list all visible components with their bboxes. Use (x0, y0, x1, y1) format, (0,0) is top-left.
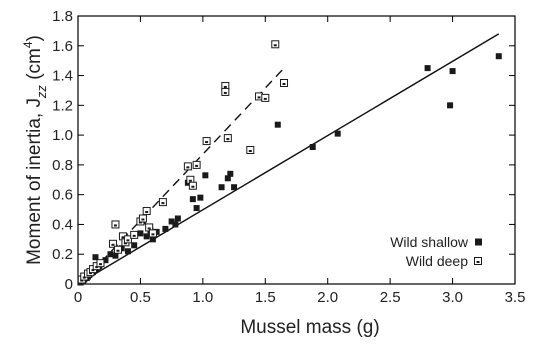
wild-shallow-point (495, 53, 502, 60)
wild-shallow-point (149, 236, 156, 243)
x-tick-label: 1.5 (255, 289, 276, 306)
y-tick-label: 1.2 (52, 97, 73, 114)
wild-deep-point (271, 40, 280, 49)
legend: Wild shallow Wild deep (390, 234, 482, 269)
x-tick-label: 0.5 (130, 289, 151, 306)
x-tick-label: 2.0 (317, 289, 338, 306)
wild-shallow-point (424, 65, 431, 72)
y-axis-label: Moment of inertia, Jzz (cm4) (21, 35, 49, 265)
wild-shallow-point (334, 130, 341, 137)
wild-shallow-point (107, 251, 114, 258)
wild-shallow-point (137, 230, 144, 237)
x-tick-label: 2.5 (380, 289, 401, 306)
y-tick-label: 0.4 (52, 216, 73, 233)
wild-deep-point (148, 229, 157, 238)
wild-shallow-point (231, 184, 238, 191)
wild-deep-point (188, 181, 197, 190)
wild-deep-point (280, 79, 289, 87)
x-tick-label: 3.0 (442, 289, 463, 306)
wild-shallow-point (202, 172, 209, 179)
x-tick-label: 1.0 (192, 289, 213, 306)
data-points (77, 40, 502, 286)
wild-deep-point (130, 230, 139, 239)
y-tick-label: 1.8 (52, 8, 73, 25)
y-axis-label-unit-close: ) (24, 35, 45, 41)
wild-deep-point (138, 214, 147, 223)
wild-shallow-point (172, 221, 179, 228)
x-tick-label: 0 (74, 289, 82, 306)
wild-shallow-point (112, 252, 119, 259)
legend-marker-wild-deep (474, 257, 482, 265)
x-tick-label: 3.5 (505, 289, 526, 306)
wild-shallow-point (189, 196, 196, 203)
legend-marker-wild-shallow (475, 238, 482, 246)
axis-ticks: 0 0.5 1.0 1.5 2.0 2.5 3.0 3.5 0 0.2 0.4 0.6 0.8 1.0 1.… (52, 8, 525, 306)
wild-shallow-point (224, 175, 231, 182)
y-axis-label-unit: (cm (24, 48, 45, 85)
y-tick-label: 1.0 (52, 127, 73, 144)
wild-shallow-point (124, 248, 131, 255)
wild-shallow-fit-line (77, 33, 500, 285)
y-tick-label: 0.8 (52, 157, 73, 174)
wild-shallow-point (131, 242, 138, 249)
y-axis-label-subscript: zz (34, 85, 49, 100)
wild-shallow-point (227, 170, 234, 177)
wild-deep-point (261, 93, 270, 102)
y-tick-label: 0.6 (52, 187, 73, 204)
legend-label-wild-shallow: Wild shallow (390, 234, 469, 250)
wild-shallow-point (449, 68, 456, 75)
y-tick-label: 1.4 (52, 68, 73, 85)
y-tick-label: 0 (65, 276, 73, 293)
plot-area (77, 15, 516, 285)
wild-shallow-point (143, 233, 150, 240)
wild-shallow-point (92, 254, 99, 261)
wild-shallow-point (193, 205, 200, 212)
wild-deep-point (142, 207, 151, 216)
wild-shallow-point (197, 194, 204, 201)
wild-shallow-point (174, 215, 181, 222)
wild-deep-point (183, 162, 192, 171)
wild-shallow-point (447, 102, 454, 109)
wild-deep-point (202, 137, 211, 146)
legend-label-wild-deep: Wild deep (406, 253, 468, 269)
y-axis-label-main: Moment of inertia, J (24, 98, 45, 265)
wild-deep-point (123, 235, 132, 244)
y-tick-label: 0.2 (52, 246, 73, 263)
wild-shallow-point (168, 218, 175, 225)
wild-shallow-point (218, 184, 225, 191)
wild-shallow-point (162, 225, 169, 232)
wild-shallow-point (102, 257, 109, 264)
wild-deep-point (113, 245, 122, 254)
wild-deep-point (223, 134, 232, 143)
wild-deep-point (192, 160, 201, 169)
plot-frame (77, 15, 516, 285)
x-axis-label: Mussel mass (g) (240, 317, 379, 338)
wild-deep-point (96, 259, 105, 268)
wild-deep-point (108, 239, 117, 248)
wild-deep-point (221, 87, 230, 96)
wild-shallow-point (274, 121, 281, 128)
wild-deep-point (246, 146, 255, 154)
wild-deep-point (158, 198, 167, 207)
y-axis-label-unit-superscript: 4 (21, 41, 35, 48)
wild-shallow-point (309, 144, 316, 151)
wild-deep-point (111, 220, 120, 229)
y-tick-label: 1.6 (52, 38, 73, 55)
